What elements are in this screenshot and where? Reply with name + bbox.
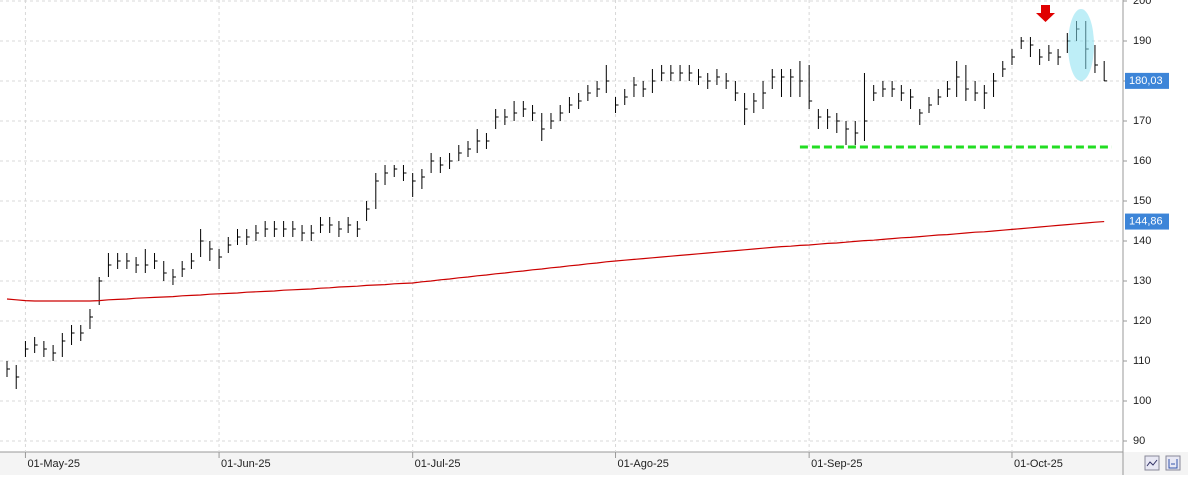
x-tick-label: 01-Jun-25	[221, 458, 271, 470]
x-tick-label: 01-Oct-25	[1014, 458, 1063, 470]
x-tick-label: 01-Jul-25	[415, 458, 461, 470]
x-tick-label: 01-Sep-25	[811, 458, 862, 470]
highlight-ellipse	[1068, 9, 1094, 81]
moving-average-line	[6, 220, 1105, 302]
y-tick-label: 200	[1133, 0, 1151, 7]
y-tick-label: 190	[1133, 35, 1151, 47]
last-value-label: 180,03	[1129, 75, 1163, 87]
last-value-label: 144,86	[1129, 215, 1163, 227]
zoom-icon-glyph	[1146, 459, 1158, 467]
save-icon-glyph	[1168, 459, 1178, 469]
y-tick-label: 140	[1133, 235, 1151, 247]
arrow-annotation	[1036, 5, 1055, 22]
y-tick-label: 110	[1133, 355, 1151, 367]
last-value-box	[1125, 72, 1169, 89]
y-tick-label: 170	[1133, 115, 1151, 127]
y-tick-label: 120	[1133, 315, 1151, 327]
y-tick-label: 130	[1133, 275, 1151, 287]
plot	[0, 0, 1123, 452]
x-axis-area	[0, 452, 1188, 475]
y-tick-label: 150	[1133, 195, 1151, 207]
last-value-box	[1125, 213, 1169, 230]
y-tick-label: 160	[1133, 155, 1151, 167]
zoom-icon[interactable]	[1144, 455, 1160, 471]
y-tick-label: 90	[1133, 435, 1145, 447]
x-tick-label: 01-Ago-25	[618, 458, 669, 470]
x-tick-label: 01-May-25	[27, 458, 80, 470]
y-tick-label: 100	[1133, 395, 1151, 407]
